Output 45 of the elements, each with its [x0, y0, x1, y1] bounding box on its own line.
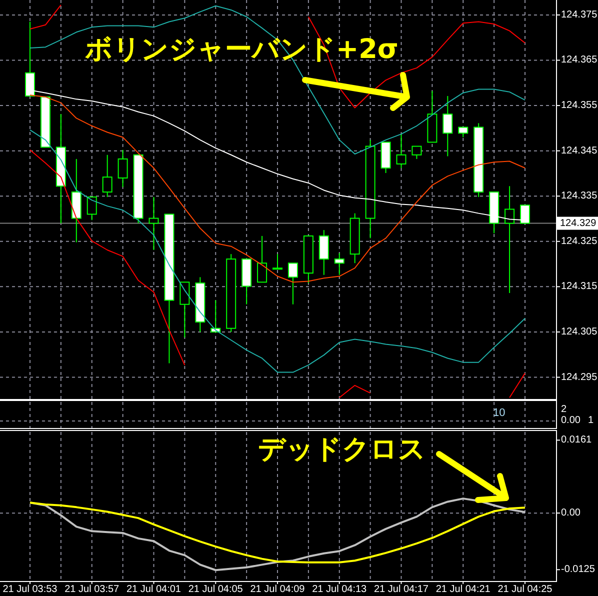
- candlestick: [458, 126, 468, 138]
- annotation: デッドクロス: [258, 434, 426, 465]
- line-series: [30, 5, 526, 154]
- y-tick-label: 124.375: [561, 9, 598, 20]
- x-tick-label: 21 Jul 03:57: [64, 584, 120, 595]
- candlestick: [180, 282, 190, 338]
- text: 10: [493, 407, 506, 419]
- y-tick-label: 124.335: [561, 190, 598, 202]
- x-tick-label: 21 Jul 04:01: [126, 584, 182, 595]
- y-tick-label: 124.325: [561, 236, 598, 247]
- x-tick-label: 21 Jul 04:21: [436, 584, 491, 595]
- x-tick-label: 21 Jul 04:25: [498, 584, 553, 595]
- y-tick-label: 124.365: [561, 54, 598, 66]
- candlestick: [442, 96, 453, 157]
- x-tick-label: 21 Jul 04:13: [312, 584, 368, 595]
- candlestick: [148, 196, 159, 250]
- candlestick: [334, 252, 344, 276]
- line-series: [29, 502, 526, 564]
- candlestick: [118, 149, 128, 188]
- candlestick: [412, 146, 422, 160]
- y-tick-label: 0.00: [561, 508, 581, 519]
- candlestick: [396, 134, 406, 169]
- x-tick-label: 21 Jul 04:09: [250, 584, 306, 595]
- y-tick-label: 124.305: [561, 326, 598, 338]
- line-series: [30, 129, 526, 373]
- text: 2: [561, 404, 567, 415]
- candlestick: [102, 154, 112, 198]
- candlestick: [272, 254, 282, 270]
- y-tick-label: 124.295: [561, 372, 598, 383]
- y-tick-label: 124.355: [561, 100, 598, 112]
- y-tick-label: 124.315: [561, 281, 598, 292]
- ref-line-label: 124.329: [560, 218, 597, 229]
- text: 1: [588, 415, 594, 426]
- candlestick: [257, 235, 268, 283]
- y-tick-label: 124.345: [561, 145, 598, 156]
- y-tick-label: 0.0161: [561, 434, 592, 446]
- candlestick: [504, 186, 515, 294]
- y-tick-label: -0.0125: [561, 564, 596, 576]
- x-tick-label: 21 Jul 04:05: [188, 584, 244, 595]
- candlestick: [86, 196, 97, 221]
- candlestick: [288, 262, 298, 305]
- x-tick-label: 21 Jul 03:53: [2, 584, 58, 595]
- x-tick-label: 21 Jul 04:17: [374, 584, 429, 595]
- candlestick: [318, 230, 329, 276]
- line-series: [29, 498, 526, 572]
